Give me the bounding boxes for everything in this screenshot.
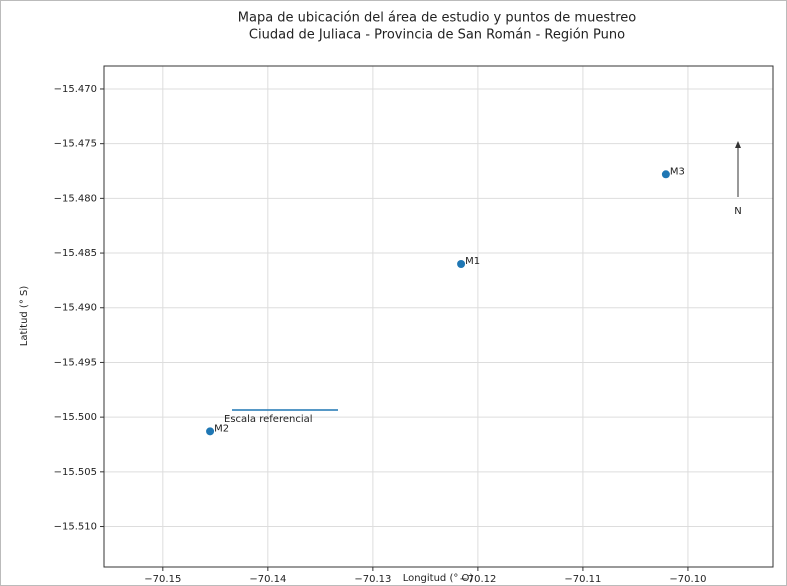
north-label: N: [734, 206, 741, 217]
y-tick-label: −15.490: [54, 303, 97, 314]
point-label: M2: [214, 423, 229, 434]
point: [457, 259, 466, 268]
y-tick-label: −15.495: [54, 357, 97, 368]
y-tick-label: −15.470: [54, 84, 97, 95]
y-tick-label: −15.480: [54, 193, 97, 204]
x-tick-label: −70.15: [144, 574, 181, 585]
axes-frame: [103, 65, 774, 568]
chart-subtitle: Ciudad de Juliaca - Provincia de San Rom…: [249, 28, 625, 43]
point: [661, 170, 670, 179]
x-tick-label: −70.11: [564, 574, 601, 585]
point-label: M1: [465, 256, 480, 267]
y-tick-label: −15.510: [54, 522, 97, 533]
y-tick-label: −15.475: [54, 139, 97, 150]
y-tick-label: −15.485: [54, 248, 97, 259]
x-tick-label: −70.12: [459, 574, 496, 585]
y-tick-label: −15.500: [54, 412, 97, 423]
north-arrow-head: [735, 141, 741, 148]
scale-label: Escala referencial: [224, 414, 313, 425]
x-tick-label: −70.10: [669, 574, 706, 585]
x-tick-label: −70.14: [249, 574, 286, 585]
y-axis-label: Latitud (° S): [19, 286, 30, 347]
point: [206, 427, 215, 436]
plot-area: −15.470 −15.475 −15.480 −15.485 −15.490 −15.4…: [54, 66, 773, 585]
x-tick-label: −70.13: [354, 574, 391, 585]
y-tick-label: −15.505: [54, 467, 97, 478]
chart-title: Mapa de ubicación del área de estudio y …: [238, 11, 636, 26]
x-axis-label: Longitud (° O): [403, 573, 474, 584]
point-label: M3: [670, 166, 685, 177]
